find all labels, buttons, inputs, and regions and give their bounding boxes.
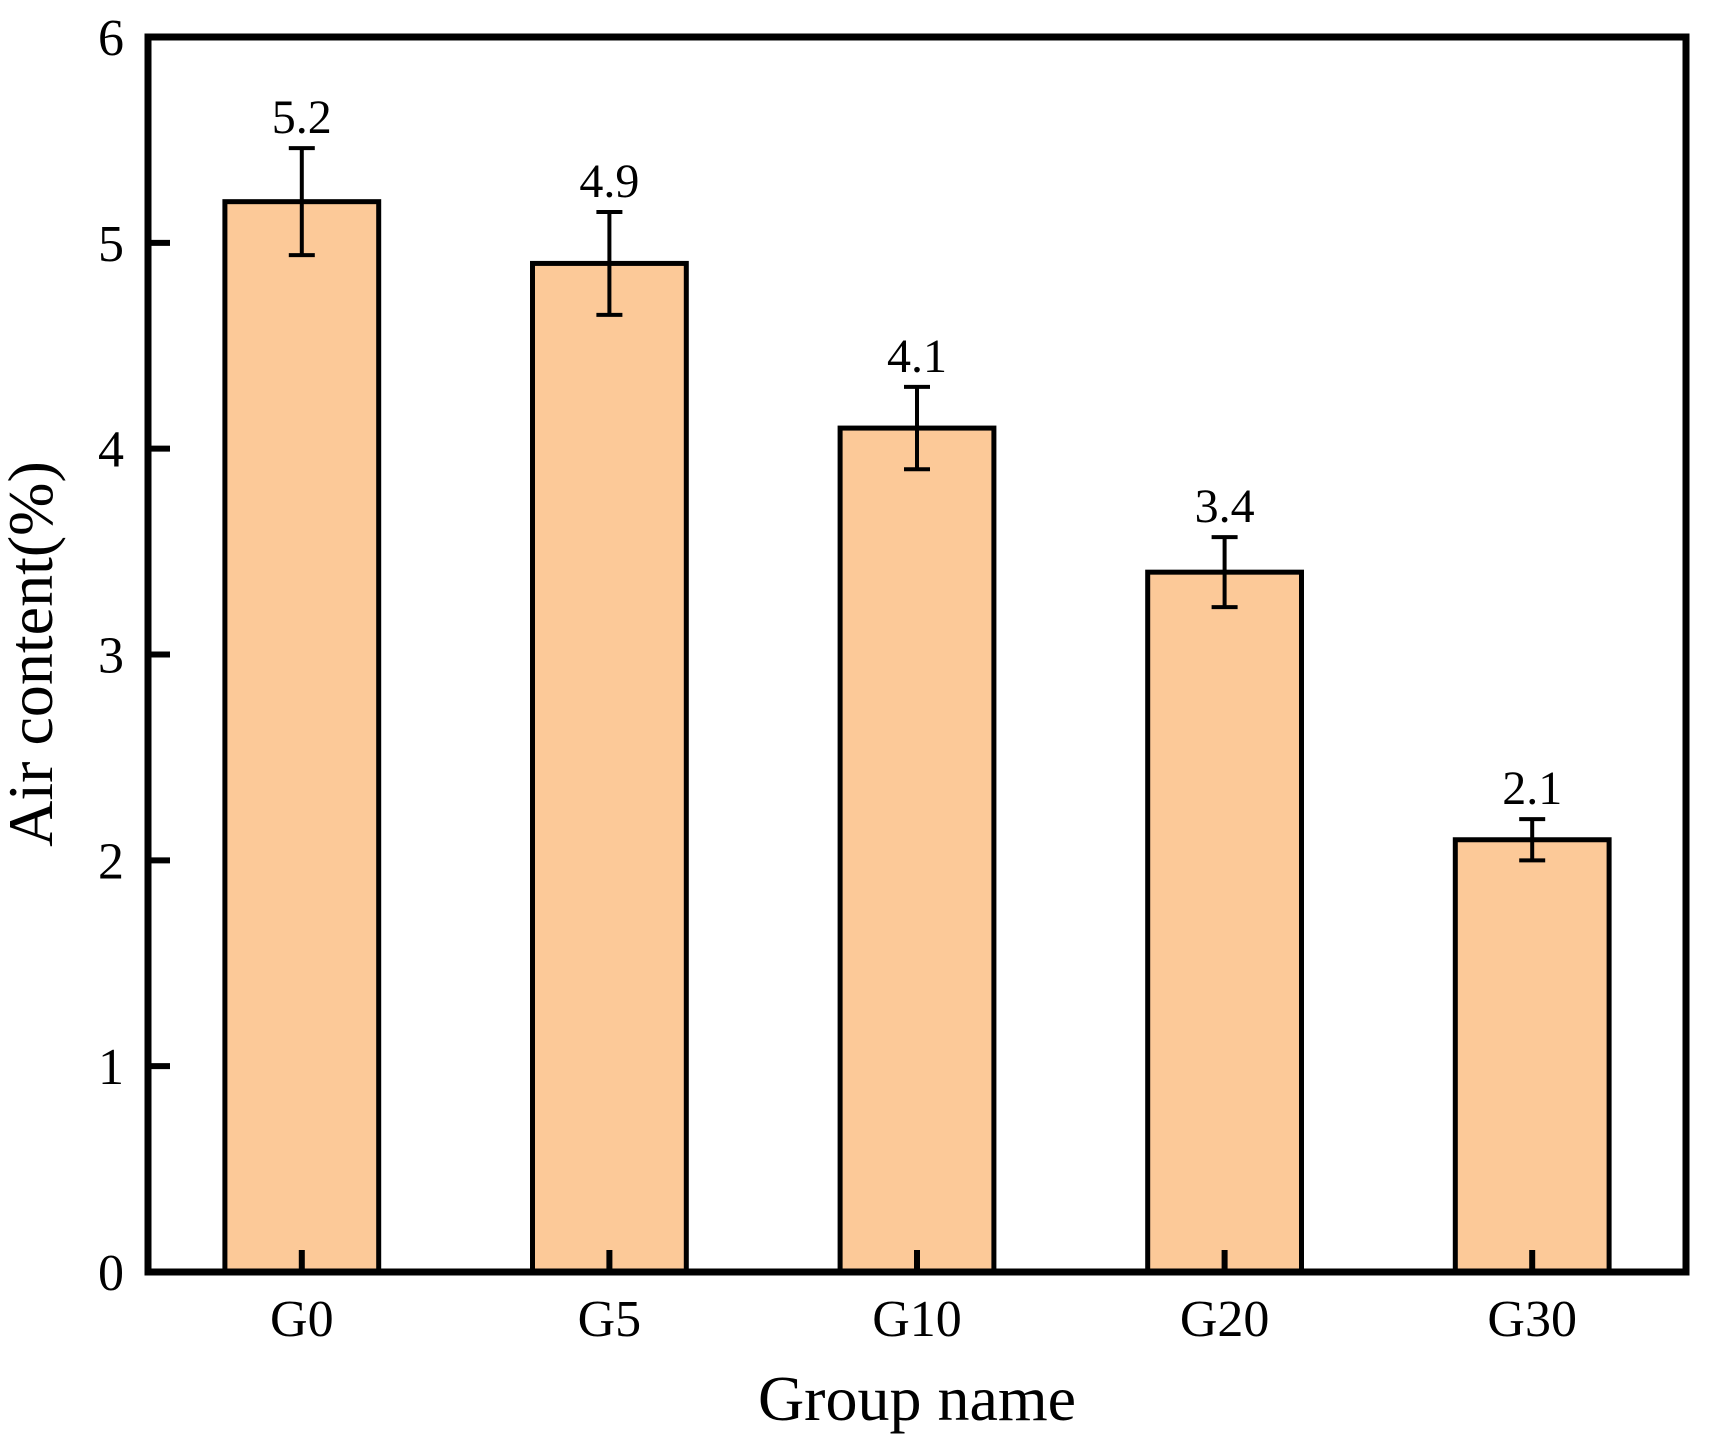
y-tick-label: 6 (98, 10, 124, 67)
bar-value-label: 3.4 (1195, 480, 1255, 533)
bar (530, 260, 689, 1275)
bars-layer (222, 146, 1612, 1275)
x-tick-label: G0 (270, 1291, 334, 1348)
y-axis-title: Air content(%) (0, 461, 66, 847)
bar-value-label: 2.1 (1502, 762, 1562, 815)
bar (222, 199, 382, 1275)
x-axis-title: Group name (758, 1363, 1076, 1434)
y-tick-label: 2 (98, 833, 124, 890)
y-tick-label: 3 (98, 628, 124, 685)
plot-frame (144, 33, 1690, 1276)
bar (1452, 837, 1612, 1275)
bar-value-label: 4.9 (579, 155, 639, 208)
y-tick-label: 0 (98, 1245, 124, 1302)
x-tick-label: G30 (1487, 1291, 1577, 1348)
y-tick-label: 1 (98, 1039, 124, 1096)
x-tick-label: G20 (1180, 1291, 1270, 1348)
y-tick-label: 5 (98, 216, 124, 273)
bar (837, 425, 997, 1275)
labels-layer: 5.2 G0 4.9 G5 4.1 G10 3.4 G20 2.1 G30 0 1 2 3 4 5 6 (98, 10, 1577, 1348)
x-tick-label: G10 (872, 1291, 962, 1348)
bar (1145, 569, 1304, 1275)
bar-value-label: 4.1 (887, 330, 947, 383)
axis-layer (144, 33, 1690, 1276)
y-tick-label: 4 (98, 422, 124, 479)
bar-value-label: 5.2 (272, 91, 332, 144)
x-tick-label: G5 (578, 1291, 642, 1348)
